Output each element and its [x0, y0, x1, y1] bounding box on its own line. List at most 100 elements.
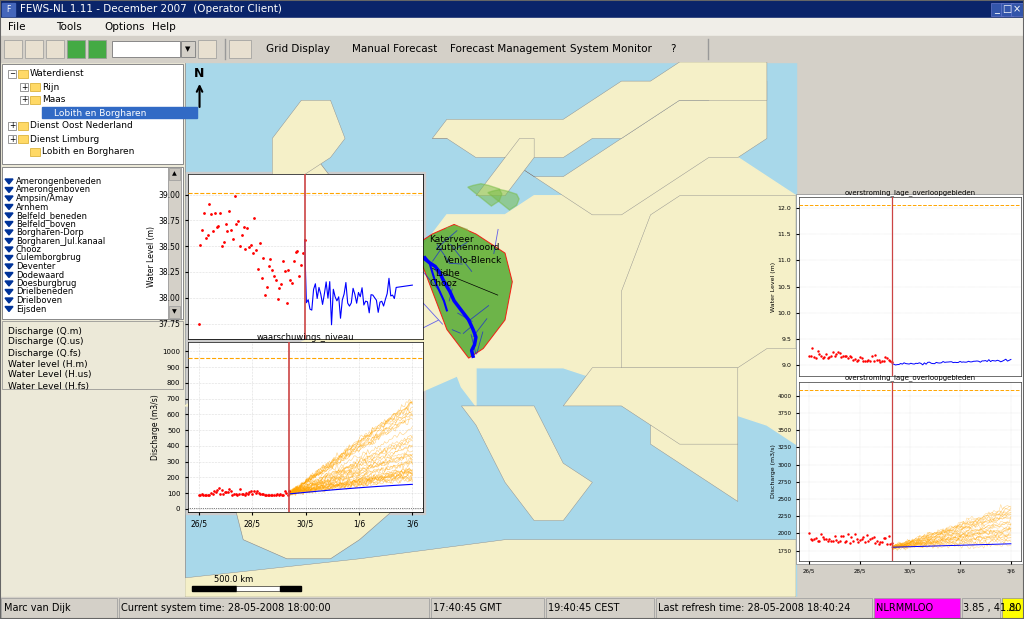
Text: Drielboven: Drielboven	[16, 296, 62, 305]
Bar	[796, 194, 1024, 564]
Bar	[2, 321, 183, 389]
Bar	[169, 306, 180, 318]
Text: Rijn: Rijn	[42, 82, 59, 92]
Polygon shape	[5, 298, 13, 303]
Polygon shape	[411, 225, 512, 358]
Bar	[18, 70, 28, 78]
Y-axis label: Water Level (m): Water Level (m)	[146, 226, 156, 287]
Text: Drielbeneden: Drielbeneden	[16, 287, 74, 297]
Text: Ampsin/Amay: Ampsin/Amay	[16, 194, 75, 203]
Bar	[169, 168, 180, 180]
Bar	[188, 342, 423, 512]
Text: N: N	[195, 67, 205, 80]
Text: Water level (H.m): Water level (H.m)	[8, 360, 88, 368]
Title: overstroming_lage_overloopgebieden: overstroming_lage_overloopgebieden	[845, 189, 976, 196]
Text: Eijsden: Eijsden	[16, 305, 46, 313]
Text: Help: Help	[152, 22, 176, 32]
Y-axis label: Discharge (m3/s): Discharge (m3/s)	[151, 394, 160, 460]
Bar	[8, 122, 16, 130]
Text: Belfeld_boven: Belfeld_boven	[16, 220, 76, 228]
Bar	[236, 586, 280, 591]
Text: Lidhe: Lidhe	[435, 269, 460, 278]
Title: waarschuwings_niveau: waarschuwings_niveau	[257, 333, 354, 342]
Text: Forecast Management: Forecast Management	[450, 44, 566, 54]
Y-axis label: Discharge (m3/s): Discharge (m3/s)	[771, 444, 776, 498]
Polygon shape	[5, 281, 13, 286]
Bar	[546, 598, 654, 618]
Text: 500.0 km: 500.0 km	[214, 574, 253, 584]
Bar	[1001, 3, 1013, 16]
Text: Options: Options	[104, 22, 144, 32]
Bar	[193, 586, 236, 591]
Text: Marc van Dijk: Marc van Dijk	[4, 603, 71, 613]
Text: Discharge (Q.m): Discharge (Q.m)	[8, 326, 82, 335]
Polygon shape	[5, 264, 13, 269]
Bar	[181, 41, 195, 57]
Text: Deventer: Deventer	[16, 262, 55, 271]
Polygon shape	[228, 406, 418, 559]
Bar	[30, 96, 40, 104]
Text: ×: ×	[1013, 4, 1021, 14]
Bar	[0, 0, 1024, 18]
Bar	[185, 62, 796, 597]
Polygon shape	[468, 184, 502, 206]
Polygon shape	[272, 100, 345, 176]
Text: Lobith en Borgharen: Lobith en Borgharen	[54, 108, 146, 118]
Polygon shape	[272, 139, 389, 292]
Bar	[186, 340, 425, 514]
Text: Borgharen-Dorp: Borgharen-Dorp	[16, 228, 84, 237]
Text: System Monitor: System Monitor	[570, 44, 652, 54]
Text: F: F	[6, 4, 10, 14]
Text: ▲: ▲	[172, 171, 176, 176]
Text: Chooz: Chooz	[429, 279, 457, 288]
Text: ─: ─	[10, 71, 14, 77]
Text: Borgharen_Jul.kanaal: Borgharen_Jul.kanaal	[16, 236, 105, 246]
Bar	[18, 122, 28, 130]
Polygon shape	[287, 272, 476, 406]
Polygon shape	[650, 425, 738, 501]
Bar	[280, 586, 301, 591]
Polygon shape	[5, 247, 13, 252]
Bar	[119, 598, 429, 618]
Polygon shape	[5, 256, 13, 261]
Text: FEWS-NL 1.11 - December 2007  (Operator Client): FEWS-NL 1.11 - December 2007 (Operator C…	[20, 4, 282, 14]
Polygon shape	[476, 139, 535, 196]
Polygon shape	[487, 189, 519, 210]
Polygon shape	[5, 196, 13, 201]
Text: ▼: ▼	[185, 46, 190, 52]
Text: Venlo-Blenck: Venlo-Blenck	[444, 256, 502, 265]
Text: Last refresh time: 28-05-2008 18:40:24: Last refresh time: 28-05-2008 18:40:24	[658, 603, 850, 613]
Polygon shape	[5, 179, 13, 184]
Polygon shape	[5, 213, 13, 218]
Bar	[20, 83, 28, 91]
Text: Katerveer: Katerveer	[429, 235, 474, 244]
Bar	[2, 3, 15, 16]
Polygon shape	[5, 238, 13, 243]
Bar	[991, 3, 1002, 16]
Polygon shape	[214, 196, 272, 253]
Bar	[431, 598, 544, 618]
Bar	[186, 172, 425, 341]
Bar	[656, 598, 872, 618]
Text: Discharge (Q.fs): Discharge (Q.fs)	[8, 348, 81, 358]
Bar	[67, 40, 85, 58]
Bar	[962, 598, 1000, 618]
Text: File: File	[8, 22, 26, 32]
Bar	[8, 135, 16, 143]
Text: □: □	[1002, 4, 1012, 14]
Text: Discharge (Q.us): Discharge (Q.us)	[8, 337, 84, 347]
Text: Tools: Tools	[56, 22, 82, 32]
Text: Doesburgbrug: Doesburgbrug	[16, 279, 77, 288]
Text: 19:40:45 CEST: 19:40:45 CEST	[548, 603, 620, 613]
Bar	[4, 40, 22, 58]
Text: Chooz: Chooz	[16, 245, 42, 254]
Polygon shape	[5, 306, 13, 311]
Bar	[229, 40, 251, 58]
Text: _: _	[994, 4, 999, 14]
Bar	[1, 598, 117, 618]
Bar	[8, 70, 16, 78]
Bar	[0, 62, 185, 597]
Text: +: +	[9, 121, 15, 131]
Polygon shape	[446, 226, 469, 241]
Text: Culemborgbrug: Culemborgbrug	[16, 254, 82, 262]
